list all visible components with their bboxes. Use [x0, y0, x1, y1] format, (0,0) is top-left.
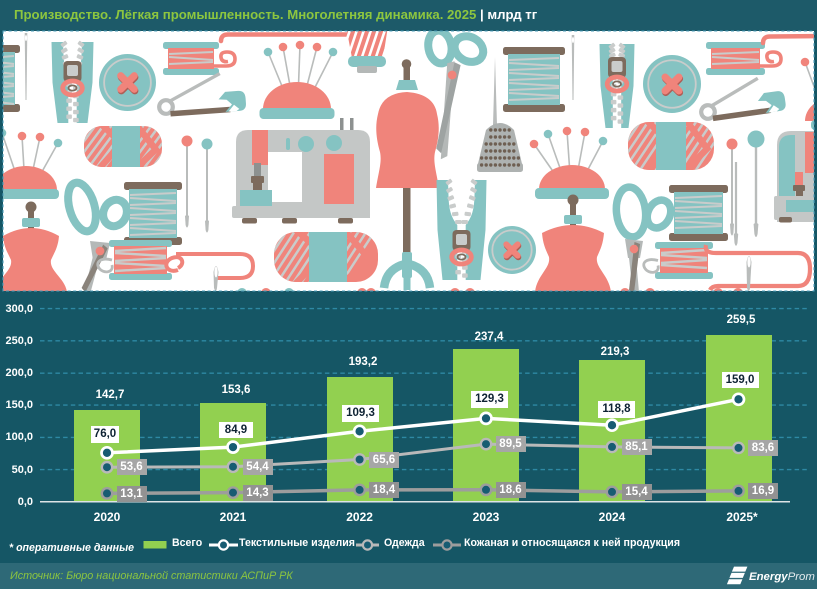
svg-text:EnergyProm: EnergyProm — [749, 571, 815, 583]
